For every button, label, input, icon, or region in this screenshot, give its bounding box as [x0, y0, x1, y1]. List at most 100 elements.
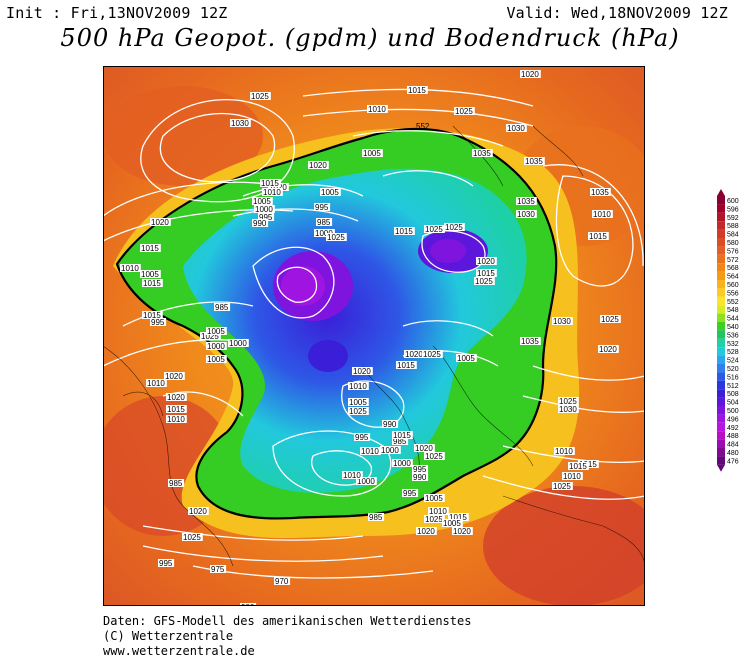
legend-label: 520 [727, 366, 739, 373]
isobar-label: 995 [355, 433, 369, 442]
isobar-label-bg [258, 213, 275, 221]
isobar-label: 1035 [525, 157, 543, 166]
legend-swatch [717, 288, 725, 297]
legend-swatch [717, 271, 725, 280]
isobar-label-bg [356, 477, 377, 485]
isobar-label: 1005 [207, 327, 225, 336]
isobar-label: 1025 [183, 533, 201, 542]
isobar-label-bg [250, 92, 271, 100]
isobar-label: 1030 [553, 317, 571, 326]
legend-swatch [717, 296, 725, 306]
legend-label: 484 [727, 442, 739, 449]
legend-label: 548 [727, 307, 739, 314]
legend-label: 584 [727, 232, 739, 239]
isobar-label: 1035 [517, 197, 535, 206]
warm-area-nw [103, 86, 263, 186]
isobar-label-bg [424, 452, 445, 460]
isobar-label: 1010 [349, 382, 367, 391]
legend-label: 524 [727, 358, 739, 365]
isobar-label-bg [142, 311, 163, 319]
isobar-label: 1025 [553, 482, 571, 491]
isobar-label-bg [252, 197, 273, 205]
legend-swatch [717, 456, 725, 465]
legend-swatch [717, 448, 725, 457]
isobar-label-bg [382, 420, 399, 428]
isobar-label: 990 [383, 420, 397, 429]
isobar-label-bg [516, 197, 537, 205]
isobar-label-bg [414, 444, 435, 452]
isobar-label-bg [206, 327, 227, 335]
weather-map: 552 102010251030101010151025103010351035… [103, 66, 645, 606]
isobar-label-bg [558, 397, 579, 405]
isobar-label: 1025 [251, 92, 269, 101]
isobar-label-bg [182, 533, 203, 541]
isobar-label-bg [206, 355, 227, 363]
legend-arrow-top [717, 189, 725, 196]
isobar-label: 1015 [589, 232, 607, 241]
isobar-label-bg [516, 210, 537, 218]
isobar-label-bg [308, 161, 329, 169]
isobar-label: 1010 [343, 471, 361, 480]
legend-swatch [717, 280, 725, 289]
isobar-label: 1030 [231, 119, 249, 128]
isobar-label: 985 [317, 218, 331, 227]
isobar-label-bg [354, 433, 371, 441]
legend-swatch [717, 355, 725, 364]
legend-swatch [717, 406, 725, 415]
isobar-label: 1015 [397, 361, 415, 370]
isobar-label-bg [140, 244, 161, 252]
isobar-label: 1010 [361, 447, 379, 456]
isobar-label-bg [260, 179, 281, 187]
isobar-label-bg [314, 229, 335, 237]
isobar-label: 1015 [408, 86, 426, 95]
isobar-label: 1015 [395, 227, 413, 236]
isobar-label-bg [320, 188, 341, 196]
legend-label: 568 [727, 265, 739, 272]
isobar-label-bg [240, 603, 257, 606]
legend-label: 588 [727, 223, 739, 230]
isobar-label: 1035 [591, 188, 609, 197]
isobar-label-bg [402, 489, 419, 497]
legend-swatch [717, 254, 725, 264]
isobar-label: 1015 [393, 431, 411, 440]
low-purple-2-core [430, 239, 466, 263]
legend-swatch [717, 397, 725, 406]
isobar-label-bg [404, 350, 425, 358]
isobar-label: 1020 [309, 161, 327, 170]
isobar-label-bg [150, 218, 171, 226]
isobar-label-bg [558, 405, 579, 413]
legend-label: 496 [727, 416, 739, 423]
legend-label: 564 [727, 274, 739, 281]
isobar-label-bg [392, 431, 413, 439]
isobar-label: 985 [369, 513, 383, 522]
isobars [103, 88, 645, 579]
isobar-label-bg [392, 437, 409, 445]
isobar-label-bg [380, 446, 401, 454]
low-blue-3 [308, 340, 348, 372]
isobar-label: 1020 [599, 345, 617, 354]
isobar-label: 990 [253, 219, 267, 228]
legend-label: 512 [727, 383, 739, 390]
isobar-label-bg [150, 318, 167, 326]
footer: Daten: GFS-Modell des amerikanischen Wet… [103, 614, 471, 659]
legend-label: 556 [727, 290, 739, 297]
isobar-label-bg [588, 232, 609, 240]
isobar-label-bg [590, 188, 611, 196]
legend-swatch [717, 338, 725, 348]
isobar-label-bg [416, 527, 437, 535]
isobar-label-bg [422, 350, 443, 358]
isobar-label: 1005 [321, 188, 339, 197]
isobar-label: 1020 [151, 218, 169, 227]
isobar-label: 1020 [477, 257, 495, 266]
isobar-label-bg [474, 277, 495, 285]
isobar-label: 990 [413, 473, 427, 482]
isobar-label-bg [552, 482, 573, 490]
isobar-label: 1025 [425, 225, 443, 234]
isobar-label: 995 [159, 559, 173, 568]
legend-swatch [717, 305, 725, 314]
isobar-label-bg [120, 264, 141, 272]
isobar-label-bg [476, 269, 497, 277]
isobar-label-bg [164, 372, 185, 380]
isobar-label: 1025 [559, 397, 577, 406]
isobar-label-bg [520, 337, 541, 345]
